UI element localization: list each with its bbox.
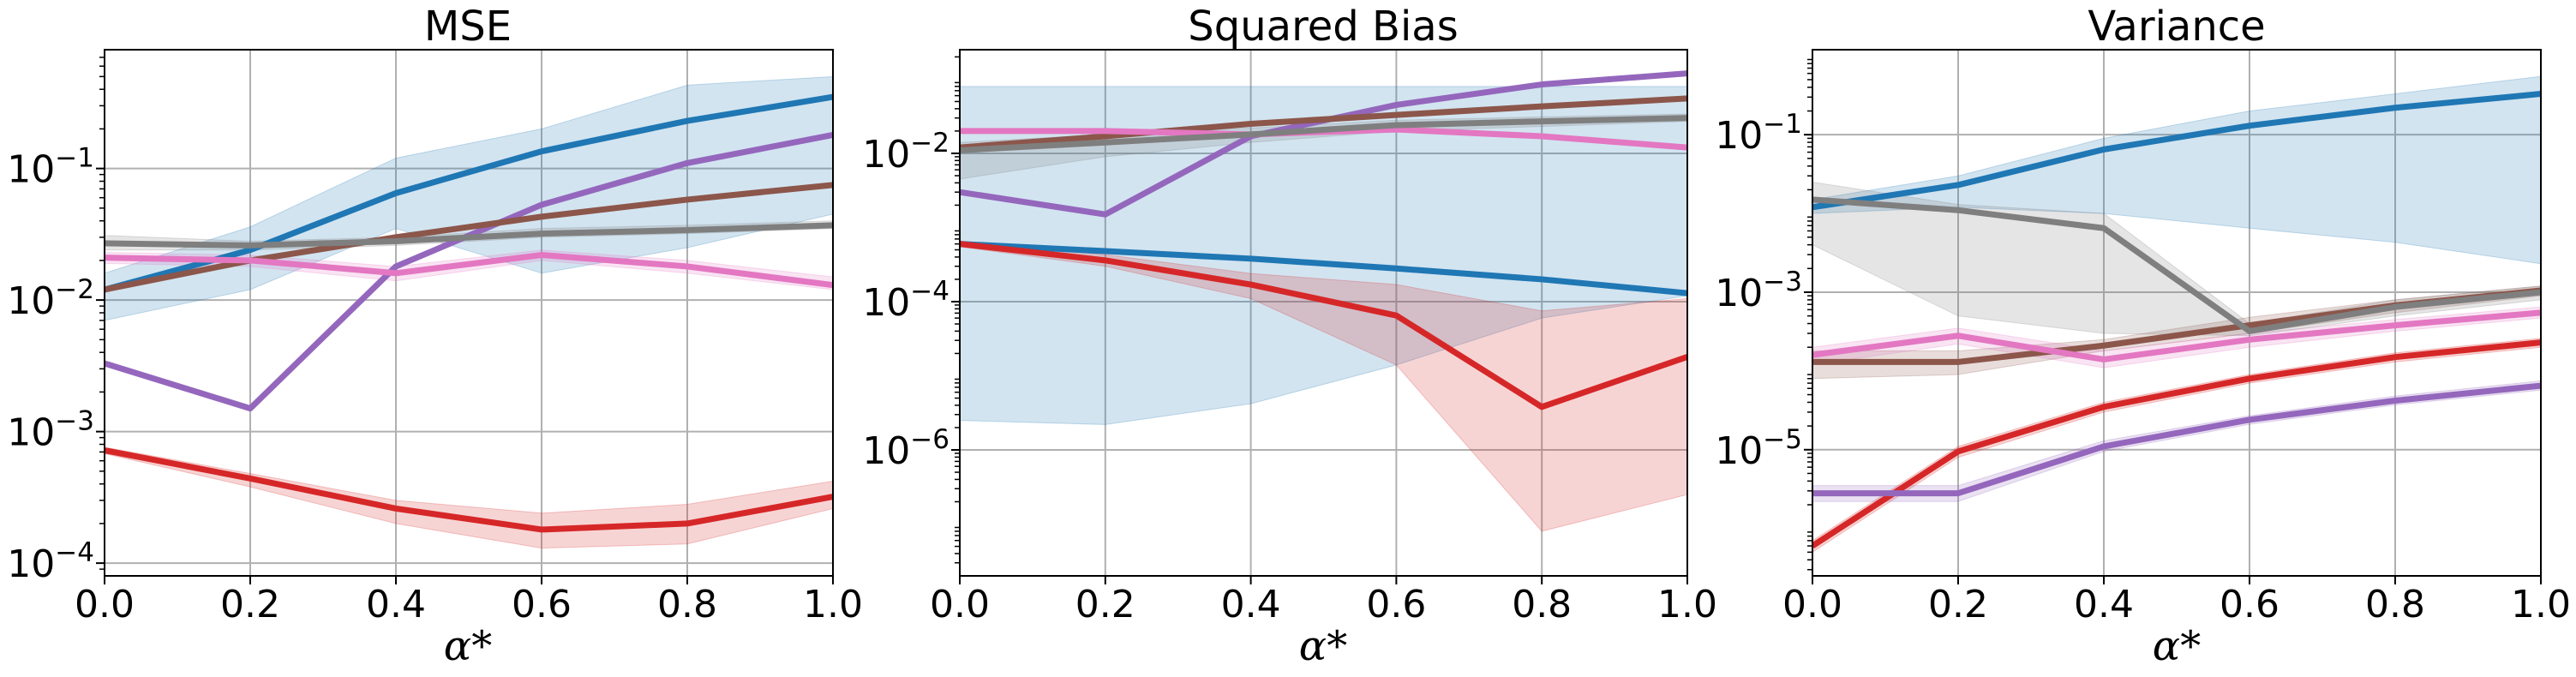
y-tick-label: 10−1 <box>1715 109 1802 158</box>
x-axis-label: α* <box>2153 622 2201 670</box>
x-tick-label: 0.4 <box>2074 583 2134 626</box>
x-tick-label: 0.2 <box>1928 583 1988 626</box>
x-tick-label: 1.0 <box>2511 583 2571 626</box>
series-brown-line <box>960 95 1687 151</box>
subplot-variance: Variance 0.0 0.2 0.4 0.6 0.8 1.010−510−310−1 … <box>1715 3 2571 670</box>
series-gray-band <box>1812 181 2541 337</box>
series-pink-line <box>105 252 833 289</box>
series-blue-line <box>1812 91 2541 211</box>
series-purple-line <box>1812 382 2541 497</box>
x-tick-label: 0.6 <box>1366 583 1426 626</box>
x-tick-label: 0.6 <box>2220 583 2279 626</box>
y-tick-label: 10−4 <box>7 537 94 586</box>
y-tick-label: 10−4 <box>862 276 950 325</box>
line-layer <box>960 70 1687 410</box>
subplot-title: Variance <box>2088 3 2265 51</box>
y-tick-label: 10−6 <box>862 424 950 473</box>
x-tick-label: 0.0 <box>930 583 990 626</box>
series-blue-line <box>105 93 833 293</box>
subplot-squared-bias: Squared Bias 0.0 0.2 0.4 0.6 0.8 1.0 10−6 10−4 1… <box>862 3 1717 670</box>
series-gray-line <box>1812 196 2541 334</box>
x-tick-label: 0.8 <box>1512 583 1572 626</box>
y-tick-label: 10−1 <box>7 143 94 192</box>
axes-frame <box>1812 49 2542 577</box>
subplot-mse: MSE 0.0 0.2 0.4 0.6 0.8 1.0 10−4 10−3 10−2 10−1 α… <box>7 3 863 670</box>
x-tick-label: 0.8 <box>657 583 717 626</box>
y-tick-label: 10−3 <box>1715 267 1802 315</box>
line-layer <box>1812 91 2541 548</box>
x-tick-label: 0.2 <box>220 583 280 626</box>
subplot-title: MSE <box>424 3 512 51</box>
tick-layer: 0.0 0.2 0.4 0.6 0.8 1.0 10−5 10−3 10−1 <box>1715 58 2571 626</box>
series-pink-line <box>1812 309 2541 362</box>
y-tick-label: 10−3 <box>7 406 94 455</box>
x-tick-label: 0.0 <box>75 583 135 626</box>
band-layer <box>105 75 833 549</box>
x-tick-label: 1.0 <box>803 583 863 626</box>
tick-layer: 0.0 0.2 0.4 0.6 0.8 1.0 10−4 10−3 10−2 10−1 <box>7 57 863 626</box>
series-red-band <box>1812 338 2541 553</box>
series-red-line <box>105 447 833 533</box>
band-layer <box>1812 75 2541 553</box>
series-gray-line <box>960 115 1687 153</box>
x-tick-label: 1.0 <box>1657 583 1717 626</box>
series-red-line <box>1812 339 2541 548</box>
series-gray-line <box>105 222 833 249</box>
band-layer <box>960 86 1687 532</box>
subplot-title: Squared Bias <box>1188 3 1458 51</box>
x-tick-label: 0.0 <box>1782 583 1842 626</box>
series-red-band <box>960 241 1687 532</box>
series-blue-line <box>960 241 1687 297</box>
series-brown-line <box>105 182 833 293</box>
x-axis-label: α* <box>1299 622 1347 670</box>
x-tick-label: 0.4 <box>366 583 426 626</box>
y-tick-label: 10−2 <box>862 128 950 177</box>
series-blue-band <box>105 75 833 321</box>
x-tick-label: 0.2 <box>1075 583 1135 626</box>
line-layer <box>105 93 833 533</box>
series-red-band <box>105 446 833 549</box>
x-tick-label: 0.6 <box>512 583 572 626</box>
x-tick-label: 0.4 <box>1221 583 1281 626</box>
series-blue-band <box>960 86 1687 425</box>
x-axis-label: α* <box>444 622 492 670</box>
y-tick-label: 10−5 <box>1715 424 1802 473</box>
y-tick-label: 10−2 <box>7 274 94 323</box>
series-red-line <box>960 241 1687 410</box>
tick-layer: 0.0 0.2 0.4 0.6 0.8 1.0 10−6 10−4 10−2 <box>862 56 1717 626</box>
x-tick-label: 0.8 <box>2365 583 2425 626</box>
